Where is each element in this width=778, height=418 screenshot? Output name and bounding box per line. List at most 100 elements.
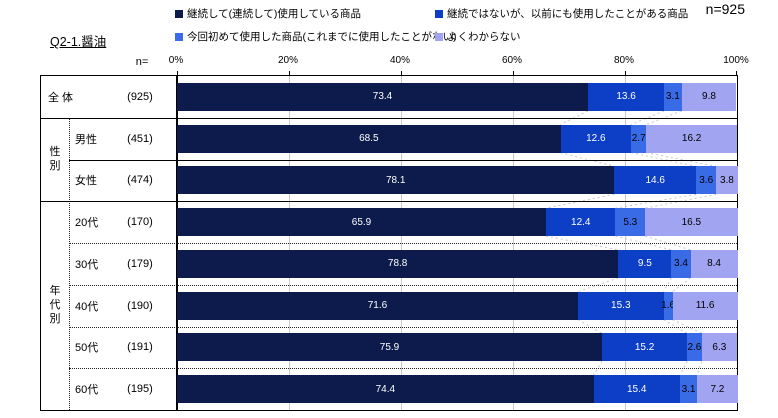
- row-n-value: (190): [127, 299, 153, 312]
- legend-item: 継続して(連続して)使用している商品: [175, 8, 361, 20]
- bar-value-label: 13.6: [616, 91, 636, 103]
- bar-segment: 14.6: [614, 166, 697, 195]
- bar-segment: 8.4: [690, 249, 738, 278]
- bar-segment: 3.1: [664, 82, 682, 111]
- bar-value-label: 2.7: [631, 133, 646, 145]
- bar-value-label: 15.3: [611, 300, 631, 312]
- bar-value-label: 7.2: [710, 383, 725, 395]
- bar-value-label: 3.6: [699, 174, 714, 186]
- row-n-value: (170): [127, 216, 153, 229]
- n-column-header: n=: [135, 56, 149, 68]
- legend-label: 今回初めて使用した商品(これまでに使用したことがない): [187, 31, 457, 43]
- bar-value-label: 11.6: [695, 300, 715, 312]
- bar-segment: 2.6: [687, 333, 702, 362]
- page-title: Q2-1.醤油: [50, 35, 107, 49]
- axis-tick-mark: [289, 71, 290, 75]
- bar-row: 71.6 15.3 1.6 11.6: [177, 291, 738, 320]
- table-row-separator: [69, 159, 177, 161]
- x-axis-tick-label: 60%: [501, 55, 522, 66]
- table-row-separator: [69, 326, 177, 328]
- table-row-separator: [69, 243, 177, 244]
- bar-segment: 15.2: [602, 333, 688, 362]
- bar-value-label: 71.6: [367, 300, 388, 312]
- x-axis-tick-label: 100%: [723, 55, 749, 66]
- row-label: 30代: [75, 258, 99, 271]
- bar-row: 78.1 14.6 3.6 3.8: [177, 166, 738, 195]
- bar-segment: 15.3: [577, 291, 664, 320]
- bar-segment: 78.8: [177, 249, 619, 278]
- row-label: 男性: [75, 133, 97, 146]
- bar-segment: 74.4: [177, 375, 594, 404]
- bar-value-label: 16.2: [681, 133, 702, 145]
- bar-segment: 11.6: [672, 291, 738, 320]
- axis-tick-mark: [401, 71, 402, 75]
- bar-value-label: 3.1: [665, 91, 680, 103]
- bar-row: 65.9 12.4 5.3 16.5: [177, 208, 738, 237]
- legend-swatch-icon: [175, 10, 183, 18]
- bar-value-label: 12.4: [571, 216, 591, 228]
- bar-value-label: 8.4: [707, 258, 721, 270]
- axis-tick-mark: [736, 71, 737, 75]
- table-row-separator: [69, 284, 177, 286]
- row-label: 50代: [75, 342, 99, 355]
- row-separator: [177, 368, 737, 370]
- bar-segment: 9.5: [618, 249, 672, 278]
- bar-value-label: 3.8: [719, 174, 734, 186]
- table-row-separator: [69, 368, 177, 370]
- bar-value-label: 73.4: [372, 91, 393, 103]
- group-column-divider: [69, 117, 70, 410]
- axis-tick-mark: [177, 71, 178, 75]
- bar-segment: 5.3: [615, 208, 646, 237]
- row-separator: [177, 159, 737, 161]
- bar-value-label: 5.3: [623, 216, 638, 228]
- bar-segment: 1.6: [661, 291, 676, 320]
- sample-size-label: n=925: [705, 1, 745, 17]
- row-n-value: (179): [127, 257, 153, 270]
- row-label: 60代: [75, 384, 99, 397]
- bar-value-label: 75.9: [379, 341, 400, 353]
- bar-value-label: 9.8: [702, 91, 716, 103]
- bar-value-label: 3.4: [674, 258, 688, 270]
- axis-tick-mark: [513, 71, 514, 75]
- row-label: 女性: [75, 175, 97, 188]
- bar-value-label: 14.6: [645, 174, 665, 186]
- bar-segment: 3.8: [716, 166, 738, 195]
- bar-row: 75.9 15.2 2.6 6.3: [177, 333, 737, 362]
- row-separator: [177, 326, 737, 328]
- bar-segment: 73.4: [177, 82, 589, 111]
- bar-value-label: 65.9: [351, 216, 372, 228]
- bar-segment: 68.5: [177, 124, 561, 153]
- legend-item: 継続ではないが、以前にも使用したことがある商品: [435, 8, 688, 20]
- bar-segment: 3.6: [696, 166, 717, 195]
- bar-segment: 9.8: [681, 82, 737, 111]
- axis-tick-mark: [625, 71, 626, 75]
- bar-value-label: 16.5: [681, 216, 702, 228]
- bar-segment: 71.6: [177, 291, 578, 320]
- bar-segment: 12.6: [560, 124, 632, 153]
- bar-value-label: 78.8: [387, 258, 408, 270]
- row-n-value: (474): [127, 174, 153, 187]
- row-separator: [177, 284, 737, 286]
- group-label: 性 別: [49, 145, 61, 172]
- bar-segment: 7.2: [697, 375, 738, 404]
- row-n-value: (195): [127, 383, 153, 396]
- row-separator: [177, 243, 737, 244]
- bar-value-label: 1.6: [661, 300, 676, 312]
- legend-swatch-icon: [175, 33, 183, 41]
- bar-value-label: 12.6: [586, 133, 606, 145]
- group-label: 年 代 別: [49, 285, 61, 325]
- row-n-value: (191): [127, 341, 153, 354]
- bar-value-label: 74.4: [375, 383, 396, 395]
- bar-row: 78.8 9.5 3.4 8.4: [177, 249, 738, 278]
- bar-segment: 6.3: [701, 333, 737, 362]
- bar-value-label: 15.2: [634, 341, 655, 353]
- bar-segment: 16.5: [645, 208, 738, 237]
- x-axis-tick-label: 20%: [277, 55, 298, 66]
- bar-segment: 3.1: [679, 375, 698, 404]
- legend-item: よくわからない: [435, 31, 521, 43]
- bar-value-label: 78.1: [385, 174, 406, 186]
- legend-label: 継続ではないが、以前にも使用したことがある商品: [447, 8, 689, 20]
- category-table: 全 体 (925) 性 別 男性 (451) 女性 (474) 年 代 別 20代 (170) 30…: [40, 75, 178, 411]
- row-n-value: (925): [127, 90, 153, 103]
- bar-value-label: 68.5: [359, 133, 379, 145]
